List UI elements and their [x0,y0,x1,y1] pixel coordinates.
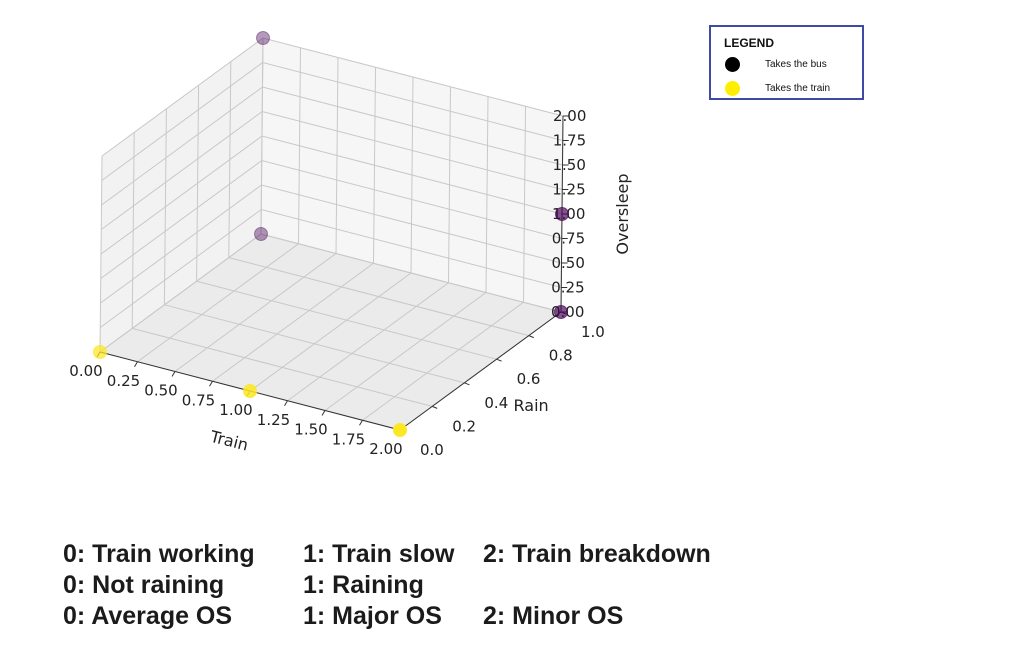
axis-panes [100,38,563,430]
y-tick-4 [528,335,534,339]
y-tick-label-1: 0.2 [452,417,476,435]
z-grid-line-4 [100,135,563,255]
x-tick-6 [321,410,326,416]
note-os-1: 1: Major OS [303,602,442,630]
x-tick-label-1: 0.25 [107,372,140,390]
x-tick-label-0: 0.00 [69,362,102,380]
z-grid-line-3 [100,159,562,279]
z-tick-label-6: 1.50 [553,156,586,174]
data-point-0 [93,345,107,359]
note-os-0: 0: Average OS [63,602,233,630]
legend-item-train: Takes the train [725,80,830,96]
note-rain-0: 0: Not raining [63,571,225,599]
note-train-0: 0: Train working [63,540,255,568]
x-tick-label-3: 0.75 [182,391,215,409]
x-axis-label: Train [207,427,250,455]
x-tick-label-4: 1.00 [219,401,252,419]
legend-item-bus: Takes the bus [725,56,827,72]
y-tick-2 [464,382,470,386]
y-tick-label-5: 1.0 [581,323,605,341]
y-tick-3 [496,358,502,362]
data-point-1 [243,384,257,398]
x-tick-5 [284,400,288,407]
y-tick-1 [432,405,438,409]
data-point-4 [554,305,568,319]
x-tick-3 [209,380,213,387]
z-grid-line-1 [99,208,562,328]
y-tick-label-4: 0.8 [549,347,573,365]
legend: LEGEND Takes the bus Takes the train [709,25,864,100]
x-tick-label-2: 0.50 [144,382,177,400]
x-tick-7 [359,419,363,426]
x-tick-label-5: 1.25 [257,411,290,429]
z-tick-label-1: 0.25 [551,279,584,297]
z-tick-label-5: 1.25 [552,181,585,199]
z-tick-label-8: 2.00 [553,107,586,125]
z-axis-label: Oversleep [613,173,632,254]
z-grid-line-0 [99,233,562,353]
x-tick-label-6: 1.50 [294,421,327,439]
z-grid-line-6 [101,86,563,206]
data-point-3 [254,227,268,241]
y-axis-label: Rain [514,396,549,415]
data-point-5 [256,31,270,45]
z-grid-line-7 [101,61,563,181]
note-train-1: 1: Train slow [303,540,455,568]
encoding-notes: 0: Train working 1: Train slow 2: Train … [63,540,763,633]
note-train-2: 2: Train breakdown [483,540,711,568]
x-tick-1 [134,361,138,368]
legend-marker-bus [725,56,740,72]
z-tick-label-7: 1.75 [553,132,586,150]
z-tick-label-3: 0.75 [552,230,585,248]
note-row-rain: 0: Not raining 1: Raining [63,571,763,602]
z-grid-line-5 [100,110,563,230]
z-tick-label-2: 0.50 [552,254,585,272]
z-grid-line-8 [101,37,564,157]
z-grid-line-2 [100,184,562,304]
data-points [93,31,569,437]
data-point-2 [393,423,407,437]
y-axis-line [399,311,562,431]
note-rain-1: 1: Raining [303,571,424,599]
legend-label-bus: Takes the bus [765,58,827,70]
data-point-6 [555,207,569,221]
legend-title: LEGEND [724,36,775,50]
x-tick-2 [171,371,176,377]
x-tick-label-8: 2.00 [369,440,402,458]
y-tick-label-2: 0.4 [484,394,508,412]
note-os-2: 2: Minor OS [483,602,624,630]
legend-label-train: Takes the train [765,82,831,94]
x-tick-label-7: 1.75 [332,430,365,448]
y-tick-label-3: 0.6 [517,370,541,388]
legend-marker-train [725,80,740,96]
note-row-oversleep: 0: Average OS 1: Major OS 2: Minor OS [63,602,763,633]
note-row-train: 0: Train working 1: Train slow 2: Train … [63,540,763,571]
y-tick-label-0: 0.0 [420,441,444,459]
